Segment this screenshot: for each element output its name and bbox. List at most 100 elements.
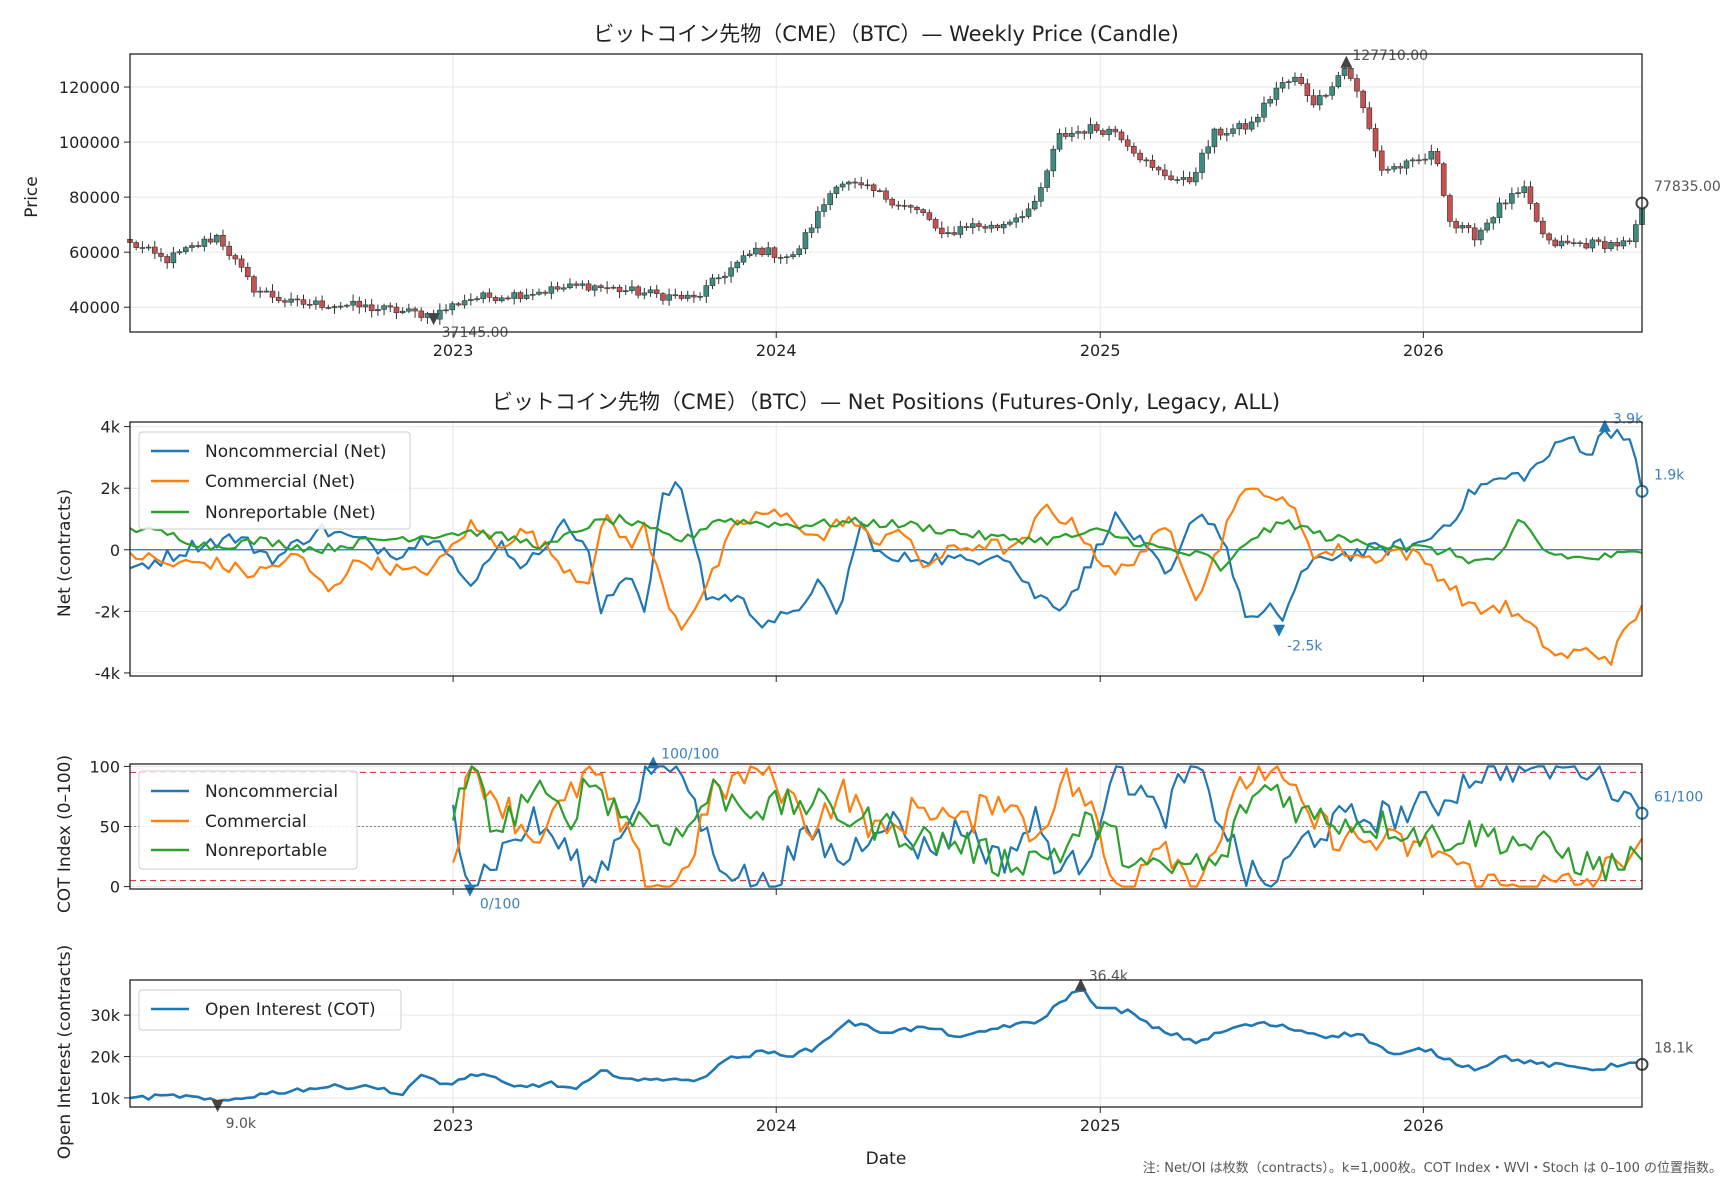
candle-body <box>715 277 722 280</box>
oi-series-line <box>129 989 1643 1103</box>
oi-series-lines <box>129 989 1643 1103</box>
min-marker <box>211 1100 224 1113</box>
net-legend-nonreportable-label: Nonreportable (Net) <box>205 503 376 523</box>
candle-body <box>610 286 617 289</box>
y-tick-label: 100 <box>89 757 120 776</box>
oi-legend: Open Interest (COT) <box>138 989 402 1031</box>
last-label: 1.9k <box>1654 467 1685 483</box>
candle-body <box>653 289 660 294</box>
candle-body <box>796 248 803 255</box>
candle-body <box>598 285 604 288</box>
candle-body <box>1403 160 1410 169</box>
candle-body <box>1112 128 1119 133</box>
candle-body <box>511 292 517 299</box>
candle-body <box>684 294 691 299</box>
max-label: 36.4k <box>1089 969 1129 985</box>
candle-body <box>790 254 796 258</box>
candle-body <box>1385 168 1391 171</box>
candle-body <box>1416 159 1422 162</box>
net-y-ticks: -4k -2k 0 2k 4k <box>95 418 130 683</box>
candle-body <box>1397 166 1404 169</box>
candle-body <box>1137 152 1143 161</box>
candle-body <box>573 283 579 286</box>
net-legend-commercial-label: Commercial (Net) <box>205 472 355 492</box>
candle-body <box>1316 95 1323 106</box>
min-label: -2.5k <box>1287 639 1323 655</box>
candle-body <box>1521 186 1528 193</box>
candle-body <box>1069 132 1075 137</box>
max-marker <box>1598 419 1611 432</box>
candle-body <box>994 224 1001 229</box>
y-tick-label: 0 <box>110 878 120 897</box>
candle-body <box>1484 222 1490 231</box>
candle-body <box>1490 217 1497 224</box>
candle-body <box>1583 243 1590 249</box>
cot-x-ticks <box>452 889 1424 895</box>
candle-body <box>722 275 728 279</box>
y-tick-label: -2k <box>95 602 121 621</box>
candle-body <box>1075 131 1081 134</box>
cot-series-noncommercial <box>452 765 1643 888</box>
net-legend-box <box>138 431 411 530</box>
cot-legend-commercial-label: Commercial <box>205 812 307 832</box>
candle-body <box>517 292 524 299</box>
candle-body <box>480 292 487 299</box>
candle-body <box>691 294 697 298</box>
y-tick-label: 100000 <box>59 133 120 152</box>
candle-body <box>189 245 195 248</box>
x-tick-label: 2024 <box>756 1116 797 1135</box>
cot-legend-noncommercial-label: Noncommercial <box>205 782 338 802</box>
candle-body <box>139 247 146 249</box>
candle-body <box>759 247 765 256</box>
oi-x-ticks: 2023 2024 2025 2026 <box>433 1107 1444 1135</box>
cot-y-axis-label: COT Index (0–100) <box>55 755 75 913</box>
candle-body <box>1428 151 1435 160</box>
candle-body <box>182 247 189 252</box>
candle-body <box>784 256 790 259</box>
net-y-axis-label: Net (contracts) <box>55 489 75 617</box>
candle-body <box>870 184 877 192</box>
candle-body <box>1050 148 1057 172</box>
candle-body <box>753 247 759 255</box>
candle-body <box>1447 195 1453 222</box>
candle-body <box>1527 186 1534 204</box>
candle-body <box>412 308 418 312</box>
candle-body <box>629 286 635 291</box>
candle-body <box>1162 169 1168 177</box>
candle-body <box>257 290 263 293</box>
candle-body <box>951 232 957 235</box>
cot-series-commercial <box>452 765 1643 888</box>
max-label: 127710.00 <box>1352 48 1428 64</box>
oi-y-ticks: 10k 20k 30k <box>90 1006 130 1108</box>
candle-body <box>988 224 995 229</box>
max-marker <box>1074 978 1087 991</box>
candle-body <box>678 295 685 299</box>
candle-body <box>1459 225 1466 229</box>
candle-body <box>1031 200 1038 210</box>
candle-body <box>282 300 288 303</box>
candle-body <box>244 266 251 278</box>
candle-body <box>1465 225 1472 229</box>
candle-body <box>443 309 449 312</box>
candle-body <box>703 285 710 297</box>
candle-body <box>468 299 474 301</box>
candle-body <box>852 181 858 184</box>
candle-body <box>1106 128 1112 135</box>
candle-body <box>1391 166 1397 170</box>
candle-body <box>133 242 139 248</box>
candle-body <box>833 186 840 194</box>
candle-body <box>1515 192 1521 194</box>
candle-body <box>1366 107 1373 129</box>
y-tick-label: 0 <box>110 541 120 560</box>
candle-body <box>1279 82 1286 89</box>
candle-body <box>170 252 177 264</box>
candle-body <box>1496 202 1503 218</box>
cot-legend-nonreportable-label: Nonreportable <box>205 841 327 861</box>
candle-body <box>176 251 183 254</box>
net-series-lines <box>129 428 1644 666</box>
candle-body <box>1409 159 1416 162</box>
cot-series-lines <box>452 765 1643 888</box>
y-tick-label: 20k <box>90 1048 120 1067</box>
candle-body <box>344 304 350 307</box>
candle-body <box>350 300 356 306</box>
